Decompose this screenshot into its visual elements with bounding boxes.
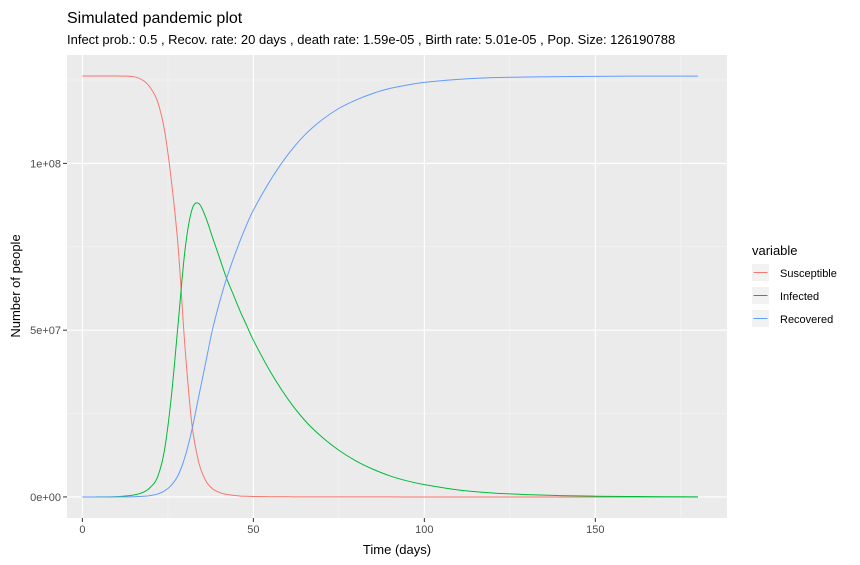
y-axis-ticks: 0e+00 5e+07 1e+08	[30, 158, 67, 504]
x-axis-ticks: 0 50 100 150	[79, 518, 605, 536]
x-tick-label: 150	[586, 524, 604, 536]
y-axis-title: Number of people	[8, 234, 23, 337]
grid-major	[67, 55, 727, 518]
grid-minor	[67, 55, 727, 518]
plot-panel	[67, 55, 727, 518]
x-axis-title: Time (days)	[363, 542, 431, 557]
legend-label-susceptible: Susceptible	[780, 268, 837, 280]
x-tick-label: 100	[415, 524, 433, 536]
y-tick-label: 5e+07	[30, 325, 61, 337]
x-tick-label: 0	[79, 524, 85, 536]
y-tick-label: 1e+08	[30, 158, 61, 170]
legend: variable Susceptible Infected Recovered	[752, 243, 837, 327]
legend-title: variable	[752, 243, 798, 258]
chart-title: Simulated pandemic plot	[67, 10, 243, 27]
legend-label-infected: Infected	[780, 291, 819, 303]
legend-items: Susceptible Infected Recovered	[752, 264, 837, 327]
legend-label-recovered: Recovered	[780, 314, 833, 326]
y-tick-label: 0e+00	[30, 492, 61, 504]
x-tick-label: 50	[247, 524, 259, 536]
series-line-recovered	[82, 75, 698, 498]
series-line-susceptible	[82, 75, 698, 498]
series-line-infected	[82, 202, 698, 498]
series-lines	[82, 75, 698, 498]
chart-subtitle: Infect prob.: 0.5 , Recov. rate: 20 days…	[67, 32, 675, 47]
